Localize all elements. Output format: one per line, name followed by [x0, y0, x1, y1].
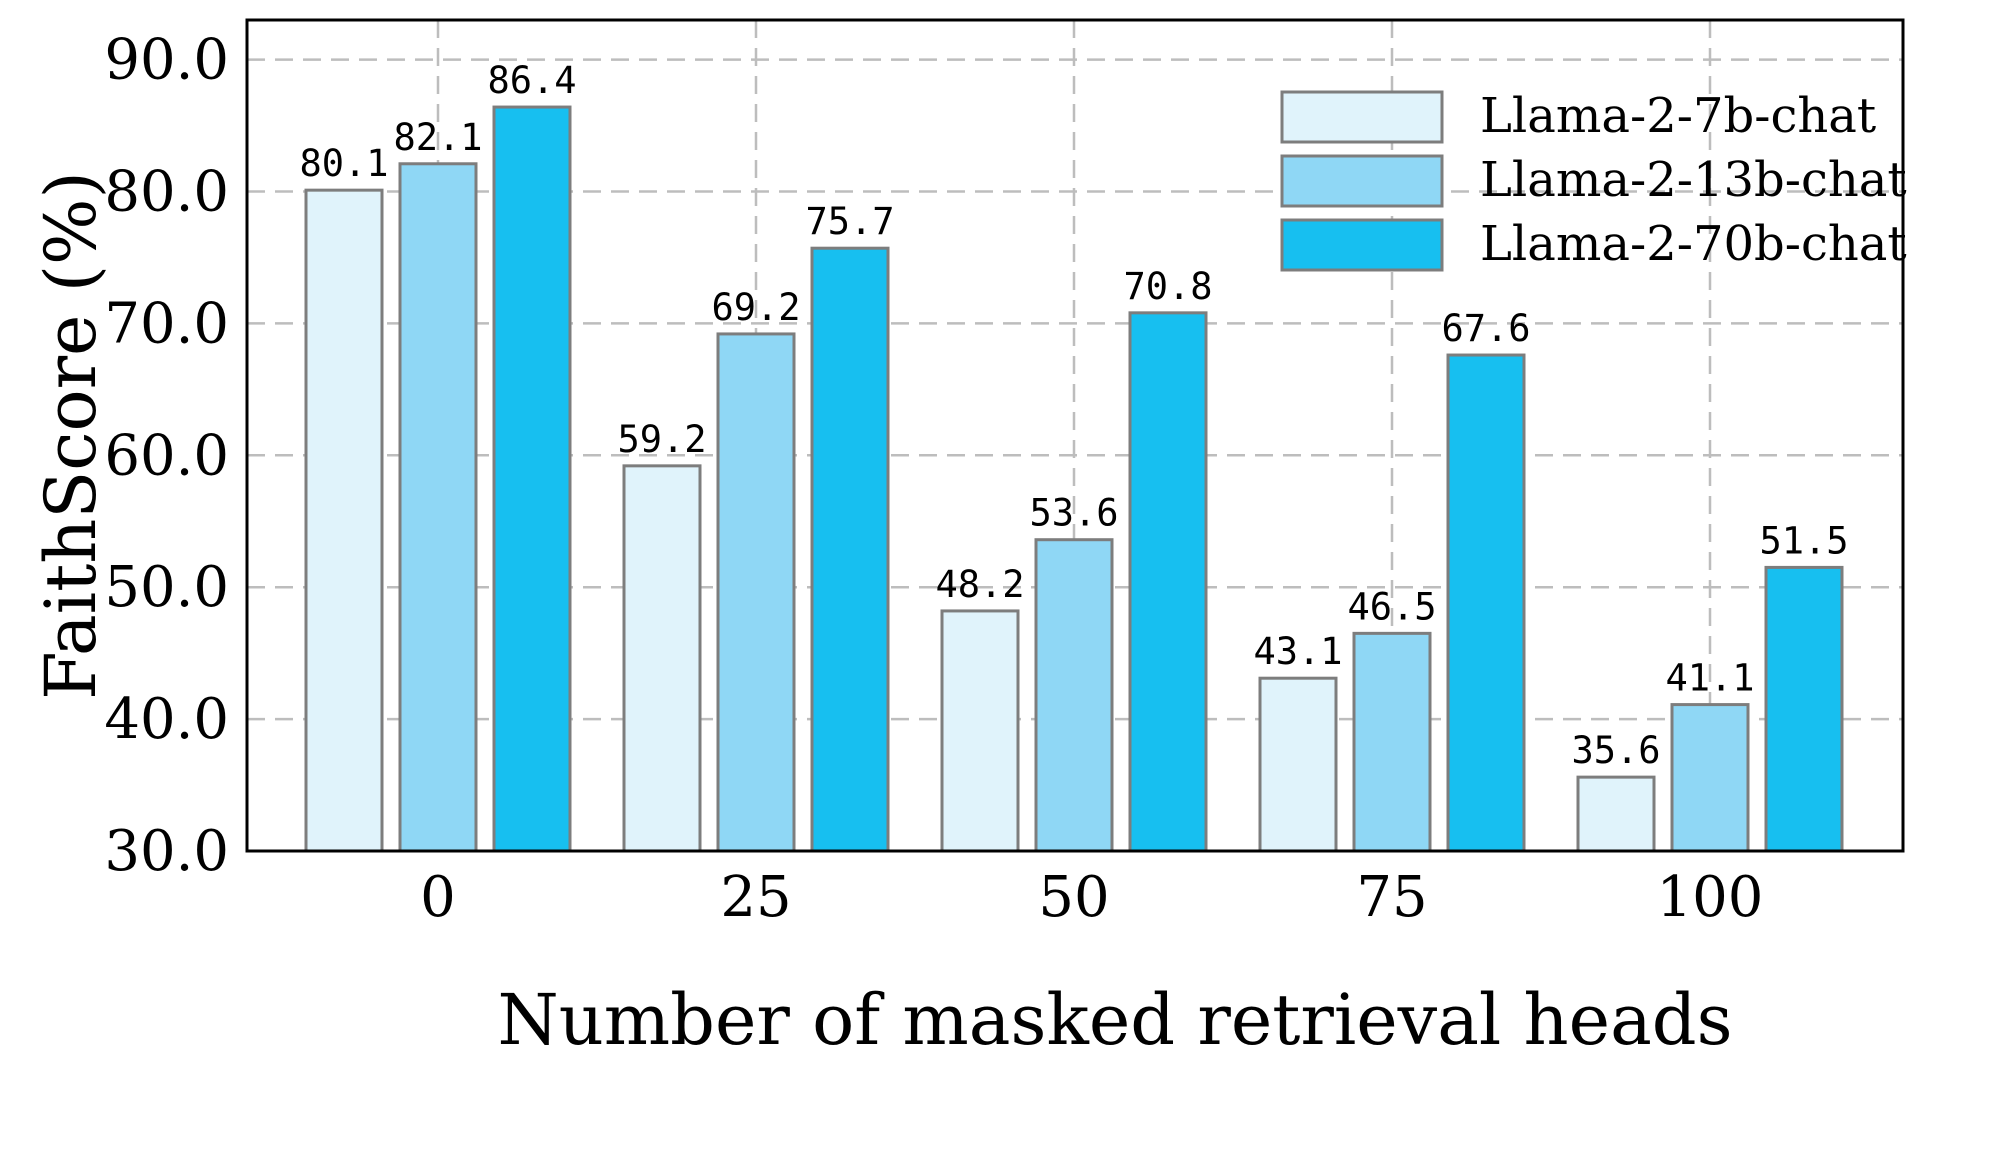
- data-label: 41.1: [1665, 657, 1754, 700]
- data-label: 48.2: [935, 563, 1024, 606]
- data-label: 75.7: [805, 200, 894, 243]
- bar-llama-2-7b-chat-75: [1258, 676, 1338, 853]
- x-axis-title: Number of masked retrieval heads: [497, 979, 1732, 1061]
- y-tick-label: 80.0: [104, 159, 229, 224]
- y-tick-label: 60.0: [104, 423, 229, 488]
- x-tick-label: 25: [720, 865, 791, 930]
- legend-swatch: [1280, 218, 1444, 272]
- legend-label: Llama-2-13b-chat: [1480, 152, 1907, 208]
- data-labels: 80.182.186.4 59.2 69.275.7 48.253.6 70.8 43.1…: [299, 59, 1848, 772]
- x-tick-label: 100: [1657, 865, 1764, 930]
- data-label: 46.5: [1347, 585, 1436, 628]
- x-tick-label: 50: [1038, 865, 1109, 930]
- y-tick-label: 30.0: [104, 819, 229, 884]
- y-axis-title: FaithScore (%): [30, 171, 112, 700]
- data-label: 35.6: [1571, 729, 1660, 772]
- data-label: 59.2: [617, 418, 706, 461]
- x-tick-label: 75: [1356, 865, 1427, 930]
- data-label: 51.5: [1759, 519, 1848, 562]
- data-label: 53.6: [1029, 492, 1118, 535]
- bar-llama-2-7b-chat-100: [1576, 775, 1656, 853]
- y-tick-label: 50.0: [104, 555, 229, 620]
- bar-llama-2-70b-chat-0: [492, 105, 572, 853]
- x-tick-label: 0: [420, 865, 456, 930]
- bar-llama-2-7b-chat-0: [304, 188, 384, 853]
- bar-llama-2-13b-chat-25: [716, 332, 796, 853]
- bar-llama-2-70b-chat-100: [1764, 565, 1844, 853]
- legend-swatch: [1280, 90, 1444, 144]
- data-label: 82.1: [393, 116, 482, 159]
- bar-llama-2-7b-chat-25: [622, 464, 702, 853]
- bar-llama-2-13b-chat-100: [1670, 703, 1750, 853]
- bar-llama-2-13b-chat-75: [1352, 631, 1432, 853]
- bar-llama-2-7b-chat-50: [940, 609, 1020, 853]
- legend: Llama-2-7b-chat Llama-2-13b-chat Llama-2-7…: [1280, 88, 1907, 272]
- y-tick-label: 40.0: [104, 687, 229, 752]
- data-label: 70.8: [1123, 265, 1212, 308]
- data-label: 80.1: [299, 142, 388, 185]
- legend-label: Llama-2-7b-chat: [1480, 88, 1876, 144]
- legend-label: Llama-2-70b-chat: [1480, 216, 1907, 272]
- data-label: 69.2: [711, 286, 800, 329]
- x-tick-labels: 0 25 50 75 100: [420, 865, 1763, 930]
- legend-swatch: [1280, 154, 1444, 208]
- data-label: 43.1: [1253, 630, 1342, 673]
- y-tick-label: 70.0: [104, 291, 229, 356]
- plot-frame: [245, 18, 1905, 853]
- y-tick-labels: 30.0 40.0 50.0 60.0 70.0 80.0 90.0: [104, 28, 229, 884]
- bar-llama-2-13b-chat-50: [1034, 538, 1114, 853]
- bar-llama-2-70b-chat-25: [810, 246, 890, 853]
- data-label: 86.4: [487, 59, 576, 102]
- bar-llama-2-70b-chat-75: [1446, 353, 1526, 853]
- bar-llama-2-70b-chat-50: [1128, 311, 1208, 853]
- data-label: 67.6: [1441, 307, 1530, 350]
- bar-llama-2-13b-chat-0: [398, 162, 478, 853]
- y-tick-label: 90.0: [104, 28, 229, 93]
